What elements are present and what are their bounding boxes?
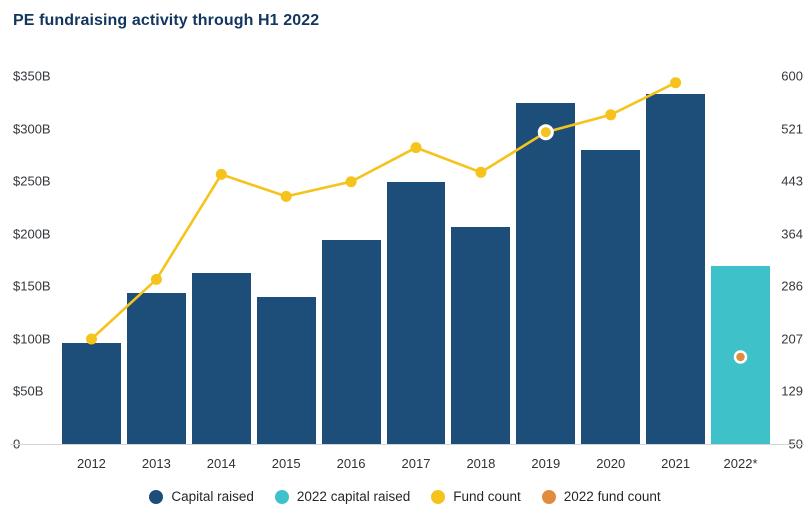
fund-count-point-2013[interactable]: Fund count 2013: 296 [150, 273, 162, 285]
right-axis-tick-label: 129 [781, 383, 803, 399]
legend-label: Fund count [453, 489, 521, 504]
chart-title: PE fundraising activity through H1 2022 [13, 12, 320, 29]
x-axis-label-2019: 2019 [531, 456, 561, 471]
legend-label: Capital raised [171, 489, 254, 504]
right-axis-tick-label: 207 [781, 331, 803, 347]
left-axis-tick-label: $350B [13, 68, 51, 84]
fund-count-line [90, 81, 677, 340]
left-axis-tick-label: $200B [13, 226, 51, 242]
bar-capital-raised-2018[interactable] [451, 227, 511, 444]
x-axis-label-2014: 2014 [206, 456, 236, 471]
x-axis-label-2021: 2021 [661, 456, 691, 471]
x-axis-label-2013: 2013 [141, 456, 171, 471]
right-axis-tick-label: 443 [781, 173, 803, 189]
bar-capital-raised-2019[interactable] [516, 103, 576, 444]
fund-count-point-2012[interactable]: Fund count 2012: 207 [86, 333, 97, 345]
fund-count-point-2019-highlighted[interactable]: Fund count 2019: 516 [537, 124, 554, 141]
bar-capital-raised-2014[interactable] [191, 272, 251, 444]
fund-count-2022-point[interactable]: 2022 fund count: 180 [733, 350, 748, 364]
left-axis-tick-label: $150B [13, 278, 51, 294]
legend-item-2022-capital-raised[interactable]: 2022 capital raised [274, 489, 411, 504]
fund-count-point-2014[interactable]: Fund count 2014: 453 [215, 168, 227, 180]
bar-capital-raised-2015[interactable] [256, 296, 316, 444]
x-axis-line [10, 444, 804, 445]
left-axis-tick-label: $300B [13, 121, 51, 137]
legend-dot-icon [149, 489, 164, 504]
bar-capital-raised-2017[interactable] [386, 182, 446, 444]
left-axis-tick-label: $100B [13, 331, 51, 347]
fund-count-point-2021[interactable]: Fund count 2021: 590 [670, 77, 682, 89]
x-axis-label-2018: 2018 [466, 456, 496, 471]
x-axis-label-2020: 2020 [596, 456, 626, 471]
x-axis-label-2017: 2017 [401, 456, 431, 471]
fund-count-point-2020[interactable]: Fund count 2020: 542 [605, 109, 617, 121]
fund-count-point-2017[interactable]: Fund count 2017: 493 [410, 142, 422, 154]
legend-label: 2022 capital raised [296, 489, 411, 504]
left-axis-tick-label: $50B [13, 383, 44, 399]
x-axis-label-2016: 2016 [336, 456, 366, 471]
fund-count-point-2018[interactable]: Fund count 2018: 456 [475, 166, 487, 178]
legend-label: 2022 fund count [563, 489, 661, 504]
bar-capital-raised-2016[interactable] [321, 240, 381, 444]
x-axis-label-2012: 2012 [76, 456, 106, 471]
right-axis-tick-label: 286 [781, 278, 803, 294]
fund-count-point-2016[interactable]: Fund count 2016: 442 [345, 176, 357, 188]
legend-dot-icon [541, 489, 556, 504]
legend: Capital raised 2022 capital raised Fund co… [0, 489, 810, 504]
right-axis-tick-label: 364 [781, 226, 803, 242]
x-axis-label-2015: 2015 [271, 456, 301, 471]
legend-item-fund-count[interactable]: Fund count [431, 489, 521, 504]
bar-capital-raised-2021[interactable] [646, 93, 706, 444]
right-axis-tick-label: 600 [781, 68, 803, 84]
bar-capital-raised-2013[interactable] [126, 292, 186, 444]
bar-capital-raised-2012[interactable] [62, 343, 121, 444]
legend-item-2022-fund-count[interactable]: 2022 fund count [541, 489, 661, 504]
bar-capital-raised-2020[interactable] [581, 149, 641, 444]
legend-item-capital-raised[interactable]: Capital raised [149, 489, 254, 504]
legend-dot-icon [274, 489, 289, 504]
left-axis-tick-label: $250B [13, 173, 51, 189]
legend-dot-icon [431, 489, 446, 504]
fund-count-point-2015[interactable]: Fund count 2015: 420 [280, 190, 292, 202]
x-axis-label-2022: 2022* [723, 456, 758, 471]
right-axis-tick-label: 521 [781, 121, 803, 137]
